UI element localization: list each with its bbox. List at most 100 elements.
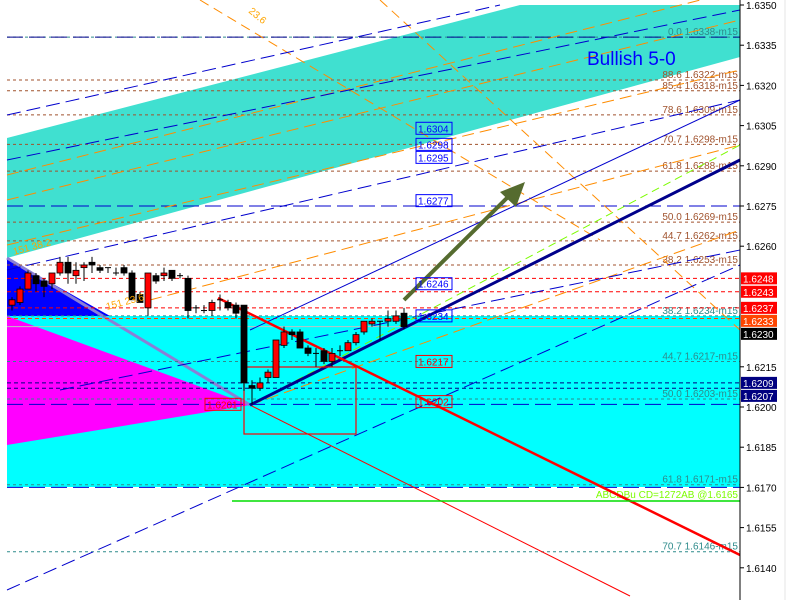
price-box-label: 1.6234	[415, 309, 453, 323]
fib-level-label: 44.7 1.6262-m15	[662, 231, 738, 242]
fib-level-label: 85.4 1.6318-m15	[662, 81, 738, 92]
fib-level-label: 70.7 1.6298-m15	[662, 134, 738, 145]
upper-zone	[7, 5, 740, 258]
fib-level-label: 38.2 1.6234-m15	[662, 306, 738, 317]
candle	[168, 269, 176, 282]
candle	[377, 320, 383, 340]
candle	[56, 256, 64, 276]
y-tick-label: 1.6260	[746, 242, 777, 253]
candle	[352, 331, 360, 346]
y-tick-label: 1.6305	[746, 122, 777, 133]
candle	[120, 264, 128, 276]
fib-level-label: 50.0 1.6269-m15	[662, 212, 738, 223]
candle	[193, 305, 199, 314]
fib-level-label: 78.6 1.6309-m15	[662, 105, 738, 116]
fib-level-label: 50.0 1.6203-m15	[662, 389, 738, 400]
chart-title: Bullish 5-0	[587, 49, 676, 70]
y-tick-label: 1.6200	[746, 403, 777, 414]
svg-text:1.6246: 1.6246	[418, 280, 449, 291]
candle	[201, 305, 207, 314]
svg-text:1.6237: 1.6237	[743, 304, 774, 315]
candle	[288, 329, 296, 340]
candle	[320, 348, 328, 365]
candle	[384, 310, 392, 327]
price-tag: 1.6248	[741, 272, 777, 285]
fib-level-label: 38.2 1.6253-m15	[662, 255, 738, 266]
fib-level-label: 61.8 1.6171-m15	[662, 475, 738, 486]
candle	[337, 345, 343, 357]
price-tag: 1.6233	[741, 314, 777, 328]
candle	[40, 278, 48, 298]
svg-text:1.6207: 1.6207	[743, 392, 774, 403]
candle	[88, 256, 96, 273]
svg-text:1.6243: 1.6243	[743, 288, 774, 299]
candle	[128, 270, 136, 301]
y-tick-label: 1.6290	[746, 162, 777, 173]
candle	[240, 304, 248, 391]
svg-text:1.6248: 1.6248	[743, 274, 774, 285]
candle	[248, 380, 256, 405]
price-box-label: 1.6217	[415, 354, 453, 368]
y-tick-label: 1.6140	[746, 564, 777, 575]
candle	[177, 273, 183, 279]
candle	[272, 339, 280, 378]
svg-text:1.6277: 1.6277	[418, 197, 449, 208]
candle	[136, 291, 144, 303]
y-tick-label: 1.6185	[746, 443, 777, 454]
y-tick-label: 1.6320	[746, 81, 777, 92]
svg-text:1.6209: 1.6209	[743, 379, 774, 390]
candle	[208, 299, 216, 316]
svg-text:1.6230: 1.6230	[743, 330, 774, 341]
candle	[344, 340, 352, 352]
price-tag: 1.6237	[741, 301, 777, 315]
candle	[32, 273, 40, 292]
price-box-label: 1.6201	[204, 397, 242, 411]
candle	[8, 297, 16, 311]
candle	[296, 329, 304, 349]
candle	[184, 275, 192, 319]
price-box-label: 1.6295	[415, 150, 453, 164]
candle	[113, 267, 119, 276]
candle	[264, 369, 272, 383]
abcd-label: ABCDBu CD=1272AB @1.6165	[596, 490, 739, 501]
magenta-zone	[7, 316, 250, 445]
price-box-label: 1.6277	[415, 194, 453, 208]
svg-text:1.6201: 1.6201	[207, 400, 238, 411]
candle	[280, 326, 288, 349]
fib-level-label: 70.7 1.6146-m15	[662, 542, 738, 553]
svg-text:1.6217: 1.6217	[418, 357, 449, 368]
candle	[105, 267, 111, 273]
price-box-label: 1.6202	[415, 395, 453, 409]
candle	[72, 262, 80, 284]
price-box-label: 1.6246	[415, 277, 453, 291]
candle	[24, 270, 32, 290]
svg-text:1.6295: 1.6295	[418, 153, 449, 164]
candle	[256, 377, 264, 391]
candle	[224, 299, 232, 311]
y-tick-label: 1.6335	[746, 41, 777, 52]
candle	[360, 320, 368, 335]
y-tick-label: 1.6170	[746, 483, 777, 494]
candle	[368, 318, 376, 327]
svg-text:1.6304: 1.6304	[418, 124, 449, 135]
price-box-label: 1.6298	[415, 137, 453, 151]
price-tag: 1.6230	[741, 327, 777, 341]
arrow-icon	[402, 182, 525, 302]
candle	[400, 307, 408, 330]
svg-text:1.6234: 1.6234	[418, 312, 449, 323]
candle	[64, 256, 72, 284]
candle	[48, 272, 56, 290]
fib-level-label: 61.8 1.6288-m15	[662, 161, 738, 172]
y-tick-label: 1.6155	[746, 524, 777, 535]
fib-level-label: 44.7 1.6217-m15	[662, 351, 738, 362]
candle	[144, 272, 152, 316]
price-tag: 1.6207	[741, 389, 777, 403]
candle	[328, 348, 336, 367]
svg-text:1.6298: 1.6298	[418, 140, 449, 151]
candle	[313, 348, 319, 367]
price-tag: 1.6243	[741, 285, 777, 299]
y-tick-label: 1.6215	[746, 363, 777, 374]
candle	[392, 310, 400, 324]
trend-line-resistance	[217, 296, 741, 557]
